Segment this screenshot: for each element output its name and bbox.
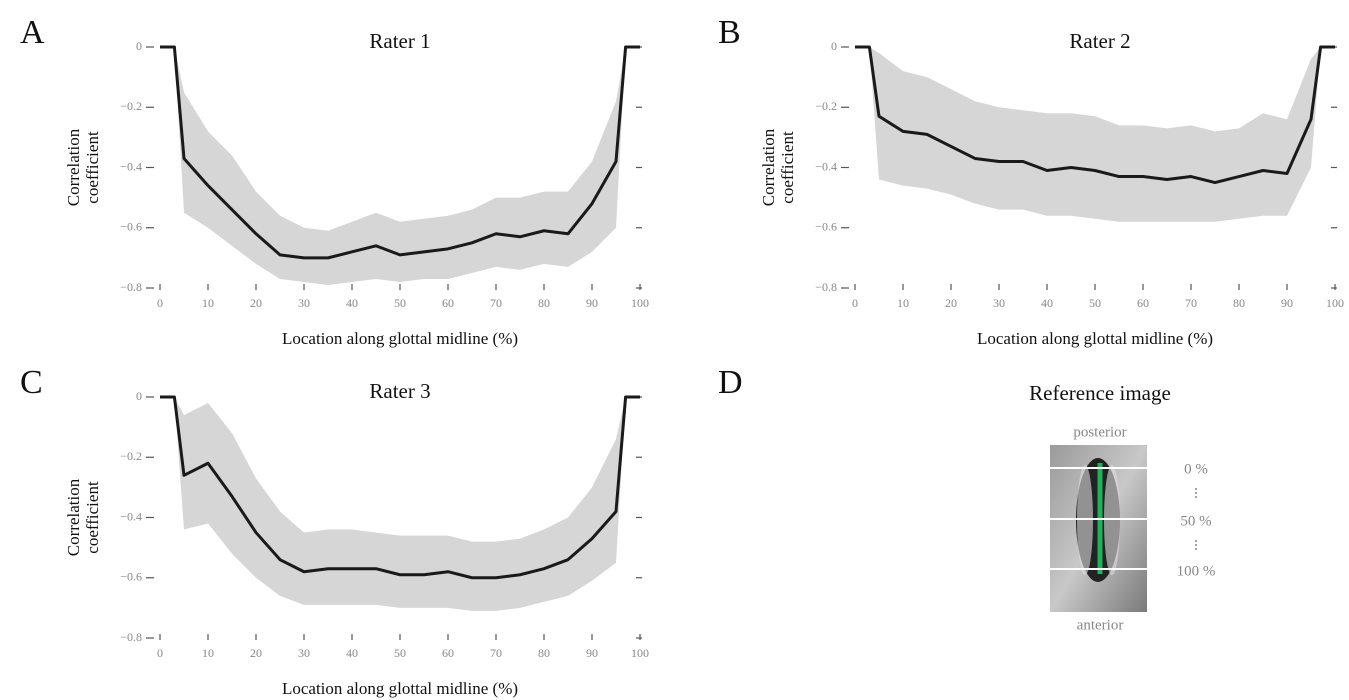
x-tick-label: 100: [631, 296, 649, 310]
y-axis-label: Correlation: [64, 478, 83, 556]
x-tick-label: 80: [1233, 296, 1245, 310]
chart-panel: B Rater 2 Correlation coefficient Location a…: [718, 14, 1344, 348]
x-tick-label: 70: [490, 296, 502, 310]
x-tick-label: 10: [202, 646, 214, 660]
y-tick-label: 0: [831, 39, 837, 53]
y-axis-label: Correlation: [64, 128, 83, 206]
confidence-band: [160, 47, 640, 285]
y-tick-label: −0.4: [120, 509, 142, 523]
x-tick-label: 10: [897, 296, 909, 310]
chart-panel: C Rater 3 Correlation coefficient Location a…: [20, 364, 649, 698]
confidence-band: [160, 397, 640, 611]
x-tick-label: 30: [298, 646, 310, 660]
panel-letter: D: [718, 364, 743, 401]
panel-letter: C: [20, 364, 43, 401]
x-tick-label: 60: [442, 646, 454, 660]
top-label: posterior: [1073, 424, 1126, 440]
x-tick-label: 20: [945, 296, 957, 310]
y-tick-label: −0.8: [815, 280, 837, 294]
ellipsis: [1195, 488, 1197, 550]
y-tick-label: −0.4: [815, 159, 837, 173]
confidence-band: [855, 47, 1335, 222]
y-tick-label: −0.6: [120, 570, 142, 584]
x-tick-label: 0: [157, 646, 163, 660]
x-axis-label: Location along glottal midline (%): [282, 679, 518, 698]
chart-title: Rater 3: [369, 379, 430, 403]
x-tick-label: 80: [538, 646, 550, 660]
x-tick-label: 90: [586, 296, 598, 310]
x-tick-label: 70: [1185, 296, 1197, 310]
x-axis-label: Location along glottal midline (%): [977, 329, 1213, 348]
panel-title: Reference image: [1029, 381, 1171, 405]
y-axis-label: coefficient: [83, 131, 102, 204]
x-tick-label: 0: [852, 296, 858, 310]
y-tick-label: 0: [136, 389, 142, 403]
x-tick-label: 100: [1326, 296, 1344, 310]
mean-line: [855, 45, 1335, 185]
x-tick-label: 50: [1089, 296, 1101, 310]
mean-line: [160, 395, 640, 580]
y-tick-label: −0.2: [815, 99, 837, 113]
x-tick-label: 50: [394, 646, 406, 660]
panel-letter: A: [20, 14, 45, 51]
x-tick-label: 10: [202, 296, 214, 310]
level-label: 100 %: [1177, 563, 1216, 579]
y-tick-label: −0.2: [120, 449, 142, 463]
y-axis-label: coefficient: [778, 131, 797, 204]
mean-line: [160, 45, 640, 260]
bottom-label: anterior: [1077, 617, 1124, 633]
chart-panel: A Rater 1 Correlation coefficient Location a…: [20, 14, 649, 348]
x-tick-label: 90: [1281, 296, 1293, 310]
level-label: 50 %: [1180, 513, 1211, 529]
y-tick-label: −0.6: [815, 220, 837, 234]
x-tick-label: 20: [250, 296, 262, 310]
x-axis-label: Location along glottal midline (%): [282, 329, 518, 348]
x-tick-label: 0: [157, 296, 163, 310]
level-label: 0 %: [1184, 461, 1208, 477]
reference-panel: D Reference image posterior 0 % 50 % 100…: [718, 364, 1215, 634]
y-tick-label: −0.4: [120, 159, 142, 173]
x-tick-label: 30: [993, 296, 1005, 310]
x-tick-label: 100: [631, 646, 649, 660]
x-tick-label: 40: [346, 296, 358, 310]
x-tick-label: 50: [394, 296, 406, 310]
chart-title: Rater 2: [1069, 29, 1130, 53]
chart-title: Rater 1: [369, 29, 430, 53]
y-axis-label: coefficient: [83, 481, 102, 554]
y-tick-label: −0.2: [120, 99, 142, 113]
x-tick-label: 20: [250, 646, 262, 660]
x-tick-label: 40: [346, 646, 358, 660]
x-tick-label: 70: [490, 646, 502, 660]
x-tick-label: 80: [538, 296, 550, 310]
x-tick-label: 90: [586, 646, 598, 660]
y-tick-label: 0: [136, 39, 142, 53]
y-axis-label: Correlation: [759, 128, 778, 206]
x-tick-label: 60: [1137, 296, 1149, 310]
y-tick-label: −0.6: [120, 220, 142, 234]
y-tick-label: −0.8: [120, 280, 142, 294]
x-tick-label: 30: [298, 296, 310, 310]
y-tick-label: −0.8: [120, 630, 142, 644]
x-tick-label: 60: [442, 296, 454, 310]
panel-letter: B: [718, 14, 741, 51]
x-tick-label: 40: [1041, 296, 1053, 310]
